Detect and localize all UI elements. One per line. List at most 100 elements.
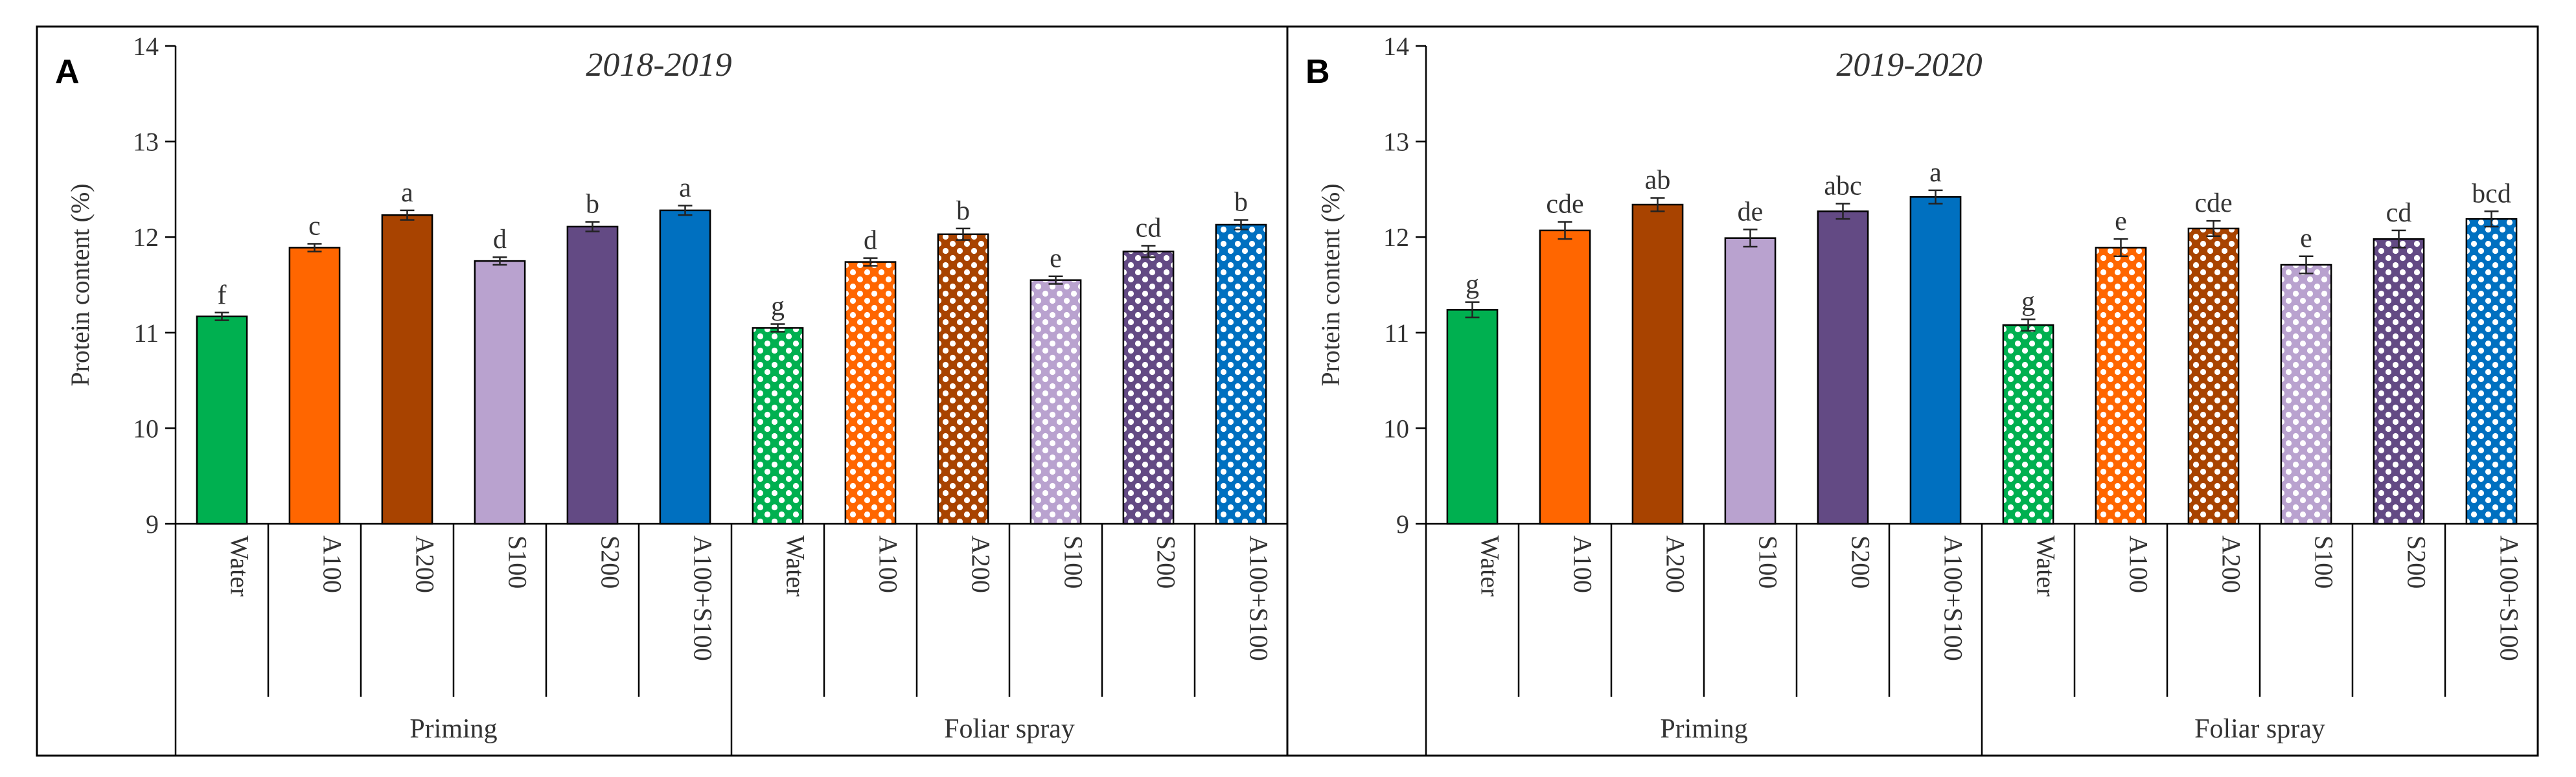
bar <box>566 225 619 525</box>
bar <box>288 247 341 525</box>
significance-letter: cde <box>1546 190 1583 220</box>
x-tick-label: A200 <box>967 535 996 593</box>
x-tick-label: S200 <box>596 535 625 589</box>
bar <box>381 214 433 525</box>
y-tick-label: 10 <box>1383 414 1409 443</box>
significance-letter: a <box>401 178 413 208</box>
bar <box>196 315 248 525</box>
group-label: Foliar spray <box>2194 714 2325 744</box>
bar <box>2095 247 2147 525</box>
significance-letter: e <box>2300 224 2312 254</box>
significance-letter: f <box>218 280 227 310</box>
error-bar <box>1928 189 1943 205</box>
y-tick-label: 12 <box>1383 223 1409 252</box>
x-tick-label: A200 <box>1661 535 1690 593</box>
significance-letter: g <box>1466 270 1479 300</box>
significance-letter: cd <box>1136 213 1162 243</box>
error-bar <box>1048 275 1063 285</box>
x-tick-label: S200 <box>2402 535 2432 589</box>
x-tick-label: A100+S100 <box>689 535 718 661</box>
significance-letter: cde <box>2194 188 2232 218</box>
bar <box>1446 309 1499 525</box>
error-bar <box>1558 221 1572 240</box>
y-tick-label: 9 <box>146 510 159 539</box>
significance-letter: b <box>1234 188 1248 218</box>
panel-frame <box>1286 25 2539 757</box>
significance-letter: a <box>1929 158 1942 188</box>
x-tick-label: Water <box>781 535 811 597</box>
x-tick-label: Water <box>225 535 255 597</box>
x-tick-label: S200 <box>1152 535 1181 589</box>
x-tick-label: A100 <box>1569 535 1598 593</box>
error-bar <box>1835 203 1850 220</box>
significance-letter: e <box>1050 244 1062 274</box>
significance-letter: g <box>771 292 785 322</box>
x-tick-label: A100+S100 <box>2495 535 2524 661</box>
group-label: Priming <box>409 714 497 744</box>
chart-panel-a: A 2018-2019 9 10 11 12 13 14 Protein content (%)… <box>36 25 1289 757</box>
error-bar <box>400 209 415 221</box>
error-bar <box>2299 255 2314 275</box>
bar <box>1724 237 1777 525</box>
error-bar <box>1650 197 1665 212</box>
error-bar <box>770 323 785 333</box>
significance-letter: a <box>679 173 691 203</box>
x-tick-label: A100 <box>318 535 347 593</box>
y-tick-label: 14 <box>1383 32 1409 61</box>
x-tick-label: S100 <box>2310 535 2339 589</box>
x-tick-label: A100 <box>2124 535 2154 593</box>
group-label: Foliar spray <box>944 714 1075 744</box>
bar <box>1122 251 1175 525</box>
x-tick-label: Water <box>2032 535 2061 597</box>
chart-title: 2018-2019 <box>586 47 731 84</box>
x-tick-label: A100+S100 <box>1245 535 1274 661</box>
bar <box>1215 223 1267 525</box>
x-tick-label: S200 <box>1846 535 1876 589</box>
x-tick-label: S100 <box>1754 535 1783 589</box>
x-tick-label: A200 <box>2217 535 2246 593</box>
bar <box>2465 218 2518 525</box>
bar <box>2280 264 2332 525</box>
significance-letter: g <box>2021 287 2035 317</box>
error-bar <box>2206 220 2221 237</box>
significance-letter: de <box>1738 197 1764 227</box>
x-tick-label: S100 <box>1059 535 1088 589</box>
error-bar <box>2391 229 2406 249</box>
error-bar <box>492 256 507 266</box>
bar <box>2187 227 2240 525</box>
bar <box>752 327 804 525</box>
bar <box>1631 203 1684 525</box>
x-tick-label: Water <box>1476 535 1505 597</box>
significance-letter: d <box>493 225 507 254</box>
error-bar <box>2021 318 2036 332</box>
significance-letter: b <box>956 196 970 226</box>
x-tick-label: A200 <box>411 535 440 593</box>
bar <box>937 233 989 525</box>
significance-letter: abc <box>1824 172 1861 201</box>
significance-letter: b <box>586 190 599 220</box>
y-tick-label: 12 <box>133 223 159 252</box>
significance-letter: ab <box>1645 166 1671 196</box>
error-bar <box>1465 301 1480 319</box>
significance-letter: c <box>308 212 321 242</box>
error-bar <box>678 205 693 216</box>
chart-title: 2019-2020 <box>1836 47 1982 84</box>
y-tick-label: 11 <box>1384 319 1409 348</box>
panel-label: A <box>55 53 80 91</box>
bar <box>1539 229 1591 525</box>
error-bar <box>1141 245 1156 258</box>
x-tick-label: S100 <box>503 535 533 589</box>
error-bar <box>956 227 971 241</box>
error-bar <box>214 311 229 321</box>
bar <box>1817 210 1869 525</box>
chart-panel-b: B 2019-2020 9 10 11 12 13 14 Protein content (%)… <box>1286 25 2539 757</box>
y-tick-label: 13 <box>133 128 159 157</box>
error-bar <box>2484 210 2499 228</box>
y-tick-label: 11 <box>133 319 159 348</box>
bar <box>474 260 526 525</box>
bar <box>2002 324 2054 525</box>
y-tick-label: 10 <box>133 414 159 443</box>
error-bar <box>585 221 600 232</box>
y-tick-label: 14 <box>133 32 159 61</box>
